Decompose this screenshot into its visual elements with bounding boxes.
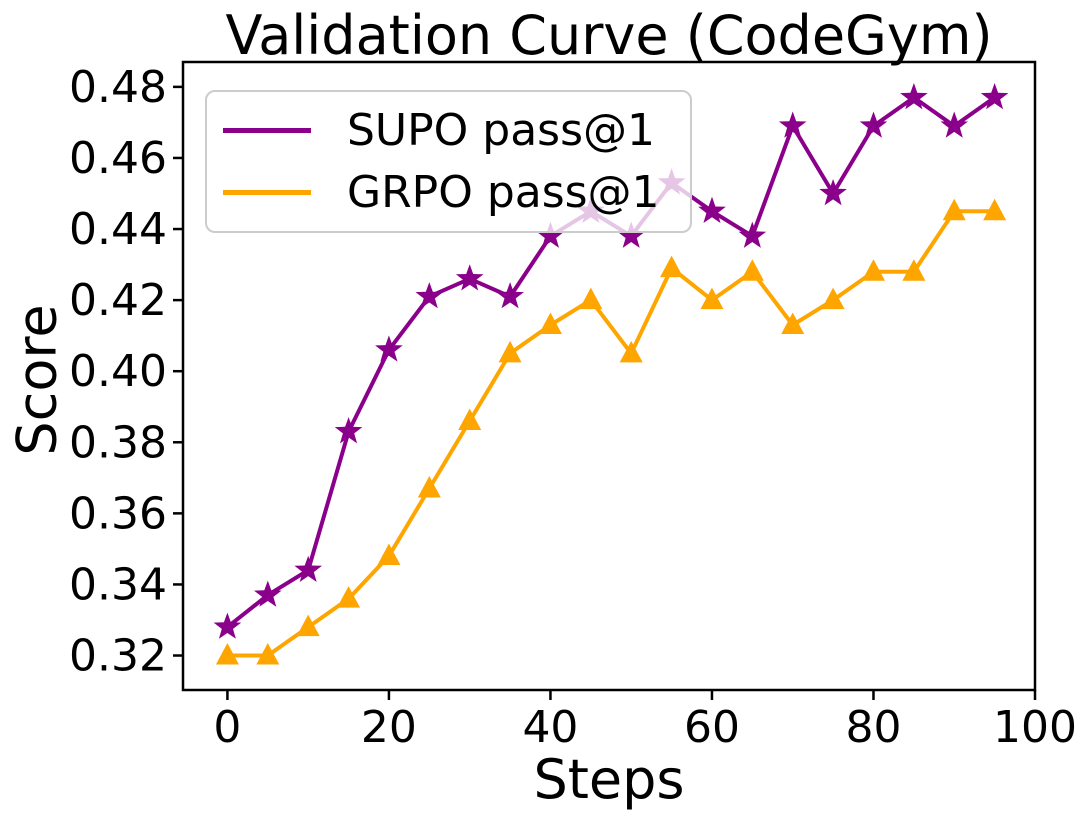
supo-marker xyxy=(778,111,807,138)
y-tick-label: 0.34 xyxy=(69,559,167,610)
x-tick-label: 80 xyxy=(845,702,901,753)
x-tick-label: 0 xyxy=(213,702,241,753)
supo-marker xyxy=(900,83,928,110)
grpo-line-swatch xyxy=(223,190,311,195)
chart-title: Validation Curve (CodeGym) xyxy=(225,4,993,67)
supo-marker xyxy=(375,335,403,362)
supo-marker xyxy=(213,612,242,639)
y-axis-label: Score xyxy=(5,304,69,456)
grpo-marker xyxy=(579,287,603,310)
x-tick-label: 60 xyxy=(684,702,740,753)
grpo-marker xyxy=(660,255,684,278)
supo-marker xyxy=(819,179,847,206)
grpo-marker xyxy=(861,259,885,281)
y-tick-label: 0.40 xyxy=(69,346,167,397)
supo-marker xyxy=(254,580,282,607)
supo-marker xyxy=(294,555,322,582)
grpo-marker xyxy=(417,475,441,498)
y-tick-label: 0.42 xyxy=(69,275,167,326)
grpo-marker xyxy=(498,340,522,363)
y-tick-label: 0.36 xyxy=(69,488,167,539)
x-tick-label: 100 xyxy=(993,702,1077,753)
grpo-marker xyxy=(740,259,764,281)
supo-marker xyxy=(617,221,645,248)
grpo-marker xyxy=(215,643,239,665)
legend-label-grpo: GRPO pass@1 xyxy=(347,167,660,218)
grpo-marker xyxy=(296,614,320,637)
axes-spines xyxy=(181,60,1037,692)
grpo-marker xyxy=(942,198,966,221)
x-tick-label: 40 xyxy=(522,702,578,753)
grpo-marker xyxy=(256,643,280,665)
supo-marker xyxy=(940,111,968,138)
legend-item-grpo: GRPO pass@1 xyxy=(223,162,674,224)
y-tick-label: 0.48 xyxy=(69,62,167,113)
grpo-marker xyxy=(781,312,805,334)
grpo-marker xyxy=(538,312,562,334)
supo-marker xyxy=(738,221,767,248)
supo-marker xyxy=(415,282,444,309)
supo-marker xyxy=(334,417,363,444)
x-axis-label: Steps xyxy=(533,748,685,811)
grpo-marker xyxy=(458,408,482,430)
legend: SUPO pass@1 GRPO pass@1 xyxy=(205,90,692,233)
grpo-marker xyxy=(983,198,1007,221)
supo-marker xyxy=(496,282,524,309)
y-tick-label: 0.32 xyxy=(69,631,167,682)
grpo-marker xyxy=(902,259,926,281)
legend-label-supo: SUPO pass@1 xyxy=(347,105,656,156)
y-tick-label: 0.46 xyxy=(69,133,167,184)
grpo-marker xyxy=(377,543,401,566)
supo-marker xyxy=(455,264,484,291)
grpo-marker xyxy=(337,586,361,608)
supo-marker xyxy=(859,111,888,138)
supo-marker xyxy=(536,221,565,248)
supo-marker xyxy=(698,196,726,223)
grpo-marker xyxy=(700,287,724,310)
legend-item-supo: SUPO pass@1 xyxy=(223,100,674,162)
x-tick-label: 20 xyxy=(361,702,417,753)
y-tick-label: 0.44 xyxy=(69,204,167,255)
y-tick-label: 0.38 xyxy=(69,417,167,468)
grpo-marker xyxy=(619,340,643,363)
grpo-marker xyxy=(821,287,845,310)
supo-marker xyxy=(980,83,1009,110)
supo-line-swatch xyxy=(223,128,311,133)
